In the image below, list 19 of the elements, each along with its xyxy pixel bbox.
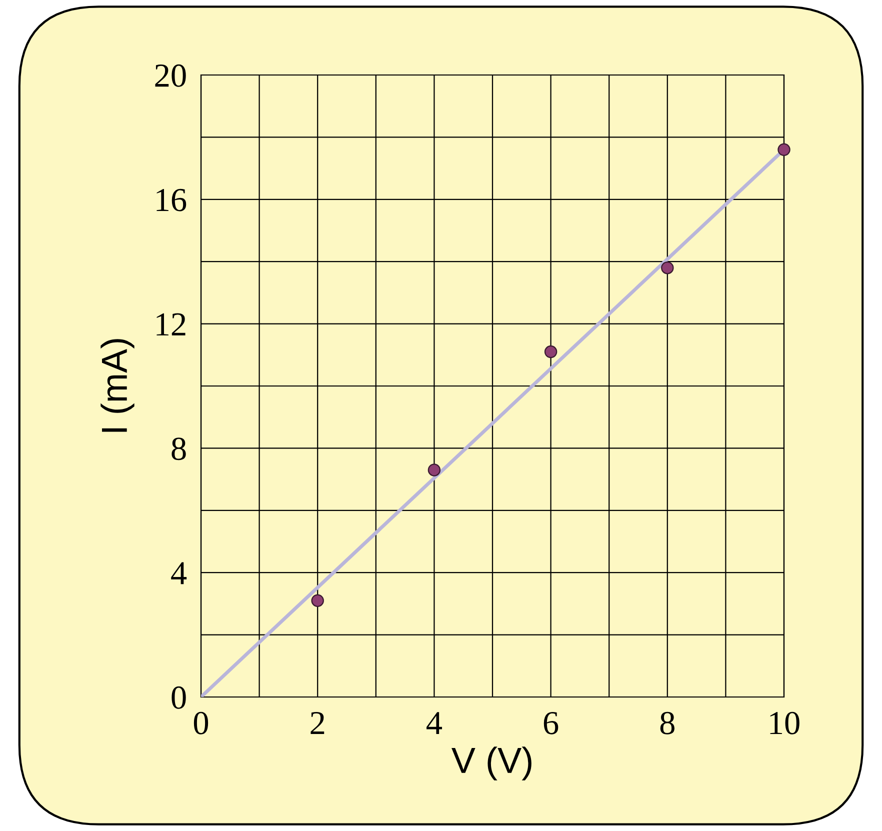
x-tick-label: 4 <box>426 712 442 734</box>
y-tick-label: 16 <box>156 188 186 212</box>
point <box>311 594 324 607</box>
point <box>778 143 790 156</box>
y-tick-label: 4 <box>171 562 187 584</box>
point <box>544 345 558 358</box>
y-tick-label: 12 <box>156 313 186 336</box>
x-tick-label: 6 <box>544 712 558 734</box>
y-axis-title: I (mA) <box>100 339 134 432</box>
y-tick-label: 8 <box>172 438 186 460</box>
point <box>661 261 674 274</box>
x-tick-label: 0 <box>194 712 208 734</box>
x-tick-label: 8 <box>660 712 674 734</box>
x-tick-label: 2 <box>310 712 324 734</box>
x-axis-title: V (V) <box>452 746 532 780</box>
y-tick-label: 0 <box>172 686 186 709</box>
point <box>428 464 441 476</box>
x-tick-label: 10 <box>770 712 800 734</box>
y-tick-label: 20 <box>155 64 186 87</box>
